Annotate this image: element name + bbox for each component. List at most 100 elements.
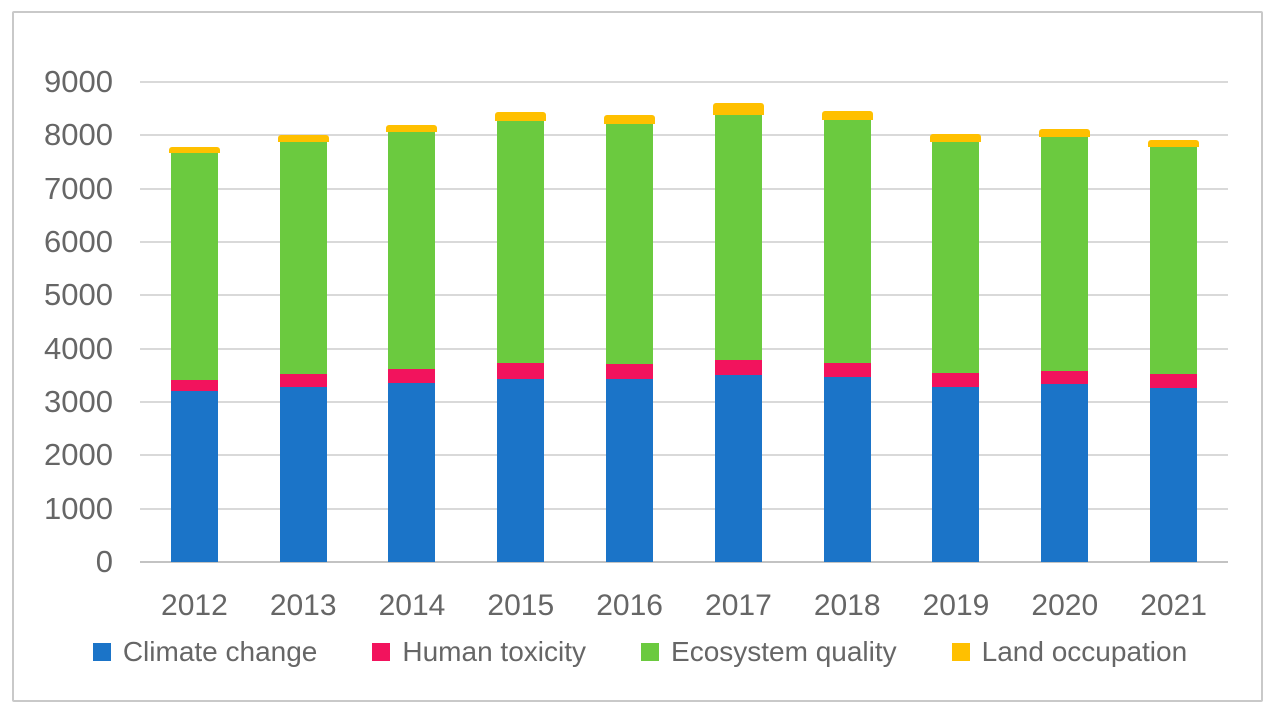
bar-2017 <box>712 82 764 562</box>
segment-land-occupation-2019 <box>930 134 982 142</box>
segment-land-occupation-2018 <box>821 110 873 120</box>
y-tick-label: 4000 <box>44 330 113 366</box>
bar-slot-2015 <box>466 82 575 562</box>
bar-2021 <box>1148 82 1200 562</box>
segment-climate-change-2015 <box>497 378 545 562</box>
legend-label: Climate change <box>122 636 318 667</box>
segment-human-toxicity-2018 <box>823 362 871 378</box>
legend-label: Human toxicity <box>402 636 587 667</box>
x-tick-label-2016: 2016 <box>596 589 663 622</box>
x-tick-label-2020: 2020 <box>1031 589 1099 622</box>
segment-ecosystem-quality-2017 <box>714 114 762 360</box>
segment-climate-change-2017 <box>714 375 762 562</box>
y-axis: 0 1000 2000 3000 4000 5000 6000 7000 8000 9000 <box>0 0 113 719</box>
legend-swatch-icon <box>92 643 111 661</box>
y-tick-label: 2000 <box>44 437 113 473</box>
bar-slot-2021 <box>1119 82 1228 562</box>
segment-ecosystem-quality-2018 <box>823 119 871 363</box>
segment-climate-change-2014 <box>388 382 436 562</box>
segment-ecosystem-quality-2021 <box>1150 147 1198 374</box>
legend-swatch-icon <box>641 643 660 661</box>
segment-human-toxicity-2019 <box>932 373 980 387</box>
segment-land-occupation-2014 <box>386 125 438 133</box>
segment-human-toxicity-2013 <box>279 373 327 388</box>
segment-climate-change-2019 <box>932 386 980 562</box>
legend-item-ecosystem-quality: Ecosystem quality <box>641 634 897 670</box>
x-tick-label-2019: 2019 <box>922 589 990 622</box>
legend-swatch-icon <box>372 643 391 661</box>
x-axis: 2012 2013 2014 2015 2016 2017 2018 2019 2020 2021 <box>140 586 1228 626</box>
x-tick-label-2021: 2021 <box>1140 589 1207 622</box>
gridline-4000 <box>140 347 1228 350</box>
y-tick-label: 5000 <box>44 277 113 313</box>
gridline-5000 <box>140 294 1228 297</box>
segment-climate-change-2012 <box>170 391 218 562</box>
bar-2012 <box>168 82 220 562</box>
bar-slot-2012 <box>140 82 249 562</box>
legend-swatch-icon <box>951 643 970 661</box>
x-tick-label-2018: 2018 <box>813 589 881 622</box>
y-tick-label: 1000 <box>44 490 113 526</box>
bar-slot-2016 <box>575 82 684 562</box>
legend-label: Ecosystem quality <box>671 636 897 667</box>
segment-climate-change-2021 <box>1150 388 1198 562</box>
x-tick-label-2014: 2014 <box>378 589 446 622</box>
segment-climate-change-2018 <box>823 377 871 562</box>
segment-land-occupation-2017 <box>712 103 764 115</box>
x-tick-label-2012: 2012 <box>161 589 228 622</box>
segment-human-toxicity-2020 <box>1041 371 1089 385</box>
segment-human-toxicity-2015 <box>497 363 545 379</box>
segment-land-occupation-2020 <box>1039 129 1091 138</box>
legend: Climate change Human toxicity Ecosystem qu… <box>0 634 1280 670</box>
gridline-7000 <box>140 187 1228 190</box>
segment-human-toxicity-2021 <box>1150 373 1198 389</box>
gridline-2000 <box>140 454 1228 457</box>
segment-land-occupation-2013 <box>277 135 329 142</box>
segment-land-occupation-2012 <box>168 147 220 154</box>
segment-land-occupation-2016 <box>604 114 656 124</box>
segment-ecosystem-quality-2014 <box>388 132 436 370</box>
segment-land-occupation-2015 <box>495 111 547 121</box>
segment-human-toxicity-2017 <box>714 359 762 376</box>
segment-ecosystem-quality-2019 <box>932 141 980 374</box>
y-tick-label: 8000 <box>44 117 113 153</box>
bar-slot-2019 <box>902 82 1011 562</box>
x-tick-label-2017: 2017 <box>705 589 772 622</box>
y-tick-label: 7000 <box>44 170 113 206</box>
segment-ecosystem-quality-2016 <box>606 123 654 364</box>
legend-label: Land occupation <box>981 636 1188 667</box>
bar-slot-2013 <box>249 82 358 562</box>
y-tick-label: 9000 <box>44 64 113 99</box>
bar-2014 <box>386 82 438 562</box>
x-tick-label-2015: 2015 <box>487 589 555 622</box>
segment-ecosystem-quality-2012 <box>170 153 218 380</box>
legend-item-land-occupation: Land occupation <box>951 634 1188 670</box>
segment-ecosystem-quality-2020 <box>1041 137 1089 372</box>
gridline-9000 <box>140 81 1228 83</box>
bar-2020 <box>1039 82 1091 562</box>
segment-land-occupation-2021 <box>1148 139 1200 148</box>
segment-ecosystem-quality-2015 <box>497 120 545 364</box>
gridline-3000 <box>140 401 1228 403</box>
x-tick-label-2013: 2013 <box>269 589 337 622</box>
gridline-6000 <box>140 241 1228 243</box>
y-tick-label: 3000 <box>44 384 113 419</box>
segment-climate-change-2016 <box>606 379 654 562</box>
gridline-0 <box>140 561 1228 563</box>
legend-item-climate-change: Climate change <box>92 634 318 670</box>
segment-ecosystem-quality-2013 <box>279 141 327 374</box>
bar-slot-2017 <box>684 82 793 562</box>
bar-2015 <box>495 82 547 562</box>
segment-human-toxicity-2016 <box>606 363 654 380</box>
y-tick-label: 0 <box>95 544 113 579</box>
plot-area <box>140 81 1228 563</box>
gridline-8000 <box>140 134 1228 137</box>
bar-slot-2018 <box>793 82 902 562</box>
bar-slot-2014 <box>358 82 467 562</box>
y-tick-label: 6000 <box>44 224 113 259</box>
bar-2019 <box>930 82 982 562</box>
segment-climate-change-2013 <box>279 387 327 562</box>
bar-2018 <box>821 82 873 562</box>
segment-human-toxicity-2014 <box>388 369 436 383</box>
